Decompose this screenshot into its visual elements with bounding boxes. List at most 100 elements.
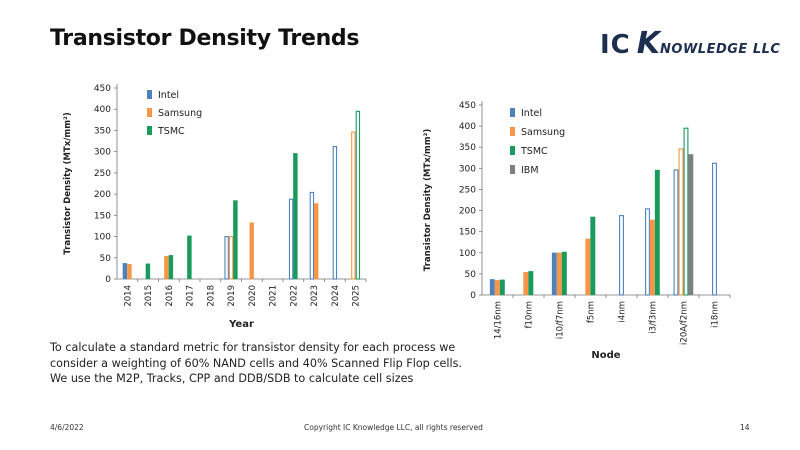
node-chart-bar-intel-i20a-f2nm (673, 169, 679, 296)
year-chart-x-tick-label-2024: 2024 (331, 285, 341, 307)
node-chart-bar-intel-i10-f7nm (551, 252, 557, 296)
year-chart-legend-label-intel: Intel (158, 90, 179, 101)
node-chart-bar-samsung-i20a-f2nm (678, 148, 684, 296)
year-chart-bar-samsung-2016 (164, 255, 169, 280)
node-chart-bar-intel-i4nm (619, 215, 624, 296)
node-chart-x-tick-label-f10nm: f10nm (525, 301, 535, 328)
footer-copyright: Copyright IC Knowledge LLC, all rights r… (304, 423, 483, 432)
year-chart-y-tick-label: 400 (94, 105, 111, 115)
year-chart-y-tick-label: 0 (105, 275, 111, 285)
slide-title: Transistor Density Trends (50, 26, 360, 51)
node-chart-bar-intel-14-16nm (489, 279, 495, 296)
year-chart-legend-label-samsung: Samsung (158, 108, 202, 119)
node-chart-bar-intel-i18nm (712, 162, 717, 296)
logo-rest-text: NOWLEDGE LLC (660, 42, 781, 57)
year-chart-legend-swatch-tsmc (147, 126, 152, 135)
node-chart-legend-swatch-samsung (510, 127, 515, 136)
node-chart-y-tick-label: 300 (459, 164, 476, 174)
node-chart-x-tick-label-14-16nm: 14/16nm (494, 301, 504, 339)
node-chart-y-tick-label: 50 (465, 270, 477, 280)
year-chart-bar-tsmc-2017 (187, 235, 192, 280)
node-chart-bar-tsmc-i20a-f2nm (683, 127, 689, 296)
year-chart-bar-samsung-2023 (313, 203, 319, 280)
node-chart-y-tick-label: 450 (459, 101, 476, 111)
year-chart-x-tick-label-2018: 2018 (206, 285, 216, 307)
year-chart-bar-samsung-2019 (228, 236, 234, 280)
year-chart-y-tick-label: 450 (94, 84, 111, 94)
year-chart-bar-tsmc-2022 (293, 153, 298, 280)
year-chart-x-tick-label-2022: 2022 (289, 285, 299, 307)
node-chart-legend-label-samsung: Samsung (521, 127, 565, 138)
node-chart-y-axis-title: Transistor Density (MTx/mm²) (423, 129, 433, 272)
node-chart-bar-samsung-f10nm (523, 272, 529, 296)
year-chart-x-tick-label-2016: 2016 (165, 285, 175, 307)
node-chart-bar-tsmc-f5nm (590, 216, 596, 296)
year-chart-y-tick-label: 300 (94, 148, 111, 158)
node-chart-bar-intel-i3-f3nm (645, 208, 650, 296)
year-chart-bar-samsung-2025 (351, 131, 356, 280)
node-chart-bar-tsmc-i10-f7nm (561, 251, 567, 296)
year-chart-y-axis-title: Transistor Density (MTx/mm²) (63, 112, 73, 255)
year-chart-bar-tsmc-2016 (168, 255, 174, 280)
year-chart-bar-intel-2022 (288, 198, 294, 280)
node-chart-x-tick-label-i3-f3nm: i3/f3nm (649, 301, 659, 334)
node-chart-bar-ibm-i20a-f2nm (688, 154, 694, 296)
year-chart-bar-intel-2014 (122, 263, 128, 280)
year-chart-x-tick-label-2019: 2019 (227, 285, 237, 307)
node-chart-bar-samsung-i3-f3nm (649, 219, 655, 296)
year-chart-bar-samsung-2014 (127, 263, 132, 280)
year-chart-y-tick-label: 150 (94, 211, 111, 221)
year-chart-bar-intel-2019 (224, 236, 229, 280)
node-chart-bar-samsung-14-16nm (494, 280, 500, 296)
footer-date: 4/6/2022 (50, 423, 84, 432)
year-chart-x-tick-label-2015: 2015 (144, 285, 154, 307)
company-logo: IC KNOWLEDGE LLC (600, 26, 781, 61)
node-chart-y-tick-label: 400 (459, 122, 476, 132)
year-chart-y-tick-label: 250 (94, 169, 111, 179)
node-chart-x-tick-label-i18nm: i18nm (711, 301, 721, 328)
node-chart-bar-samsung-i10-f7nm (556, 252, 562, 296)
node-chart-y-tick-label: 0 (470, 291, 476, 301)
methodology-description: To calculate a standard metric for trans… (50, 341, 462, 385)
year-chart-y-tick-label: 50 (100, 254, 112, 264)
node-chart-bar-samsung-f5nm (585, 238, 591, 296)
node-chart-x-tick-label-i4nm: i4nm (618, 301, 628, 322)
node-chart-x-axis-title: Node (591, 350, 620, 361)
year-chart-legend-label-tsmc: TSMC (157, 126, 185, 137)
node-chart-bar-tsmc-i3-f3nm (654, 169, 660, 296)
node-chart-legend-swatch-intel (510, 108, 515, 117)
year-chart-bar-samsung-2020 (249, 222, 254, 280)
density-by-year-chart: 0 50 100 150 200 250 300 350 400 450 2014 2015 2016 2… (63, 84, 367, 330)
year-chart-x-tick-label-2017: 2017 (186, 285, 196, 307)
node-chart-legend-swatch-ibm (510, 165, 515, 174)
year-chart-bar-tsmc-2019 (233, 200, 238, 280)
node-chart-x-tick-label-i10-f7nm: i10/f7nm (556, 301, 566, 339)
year-chart-bar-intel-2024 (332, 146, 338, 280)
node-chart-y-tick-label: 150 (459, 228, 476, 238)
node-chart-legend-label-ibm: IBM (521, 165, 539, 176)
node-chart-x-tick-label-f5nm: f5nm (587, 301, 597, 323)
year-chart-legend-swatch-samsung (147, 108, 152, 117)
year-chart-x-tick-label-2020: 2020 (248, 285, 258, 307)
node-chart-y-tick-label: 350 (459, 143, 476, 153)
logo-k-text: K (636, 26, 661, 61)
node-chart-x-tick-label-i20a-f2nm: i20A/f2nm (680, 301, 690, 345)
node-chart-y-tick-label: 100 (459, 249, 476, 259)
node-chart-y-tick-label: 250 (459, 185, 476, 195)
year-chart-y-tick-label: 350 (94, 126, 111, 136)
year-chart-y-tick-label: 100 (94, 233, 111, 243)
node-chart-y-tick-label: 200 (459, 207, 476, 217)
year-chart-x-tick-label-2023: 2023 (310, 285, 320, 307)
node-chart-bar-tsmc-14-16nm (499, 279, 505, 296)
footer-page-number: 14 (740, 423, 750, 432)
year-chart-x-tick-label-2021: 2021 (269, 285, 279, 307)
year-chart-bar-intel-2023 (309, 191, 315, 280)
density-by-node-chart: 0 50 100 150 200 250 300 350 400 450 14/16nm f10nm i… (423, 101, 731, 361)
logo-ic-text: IC (600, 30, 631, 60)
year-chart-x-tick-label-2025: 2025 (352, 285, 362, 307)
year-chart-bar-tsmc-2025 (355, 110, 361, 280)
year-chart-x-tick-label-2014: 2014 (123, 285, 133, 307)
year-chart-y-tick-label: 200 (94, 190, 111, 200)
year-chart-x-axis-title: Year (228, 319, 254, 330)
node-chart-bar-tsmc-f10nm (528, 271, 534, 296)
